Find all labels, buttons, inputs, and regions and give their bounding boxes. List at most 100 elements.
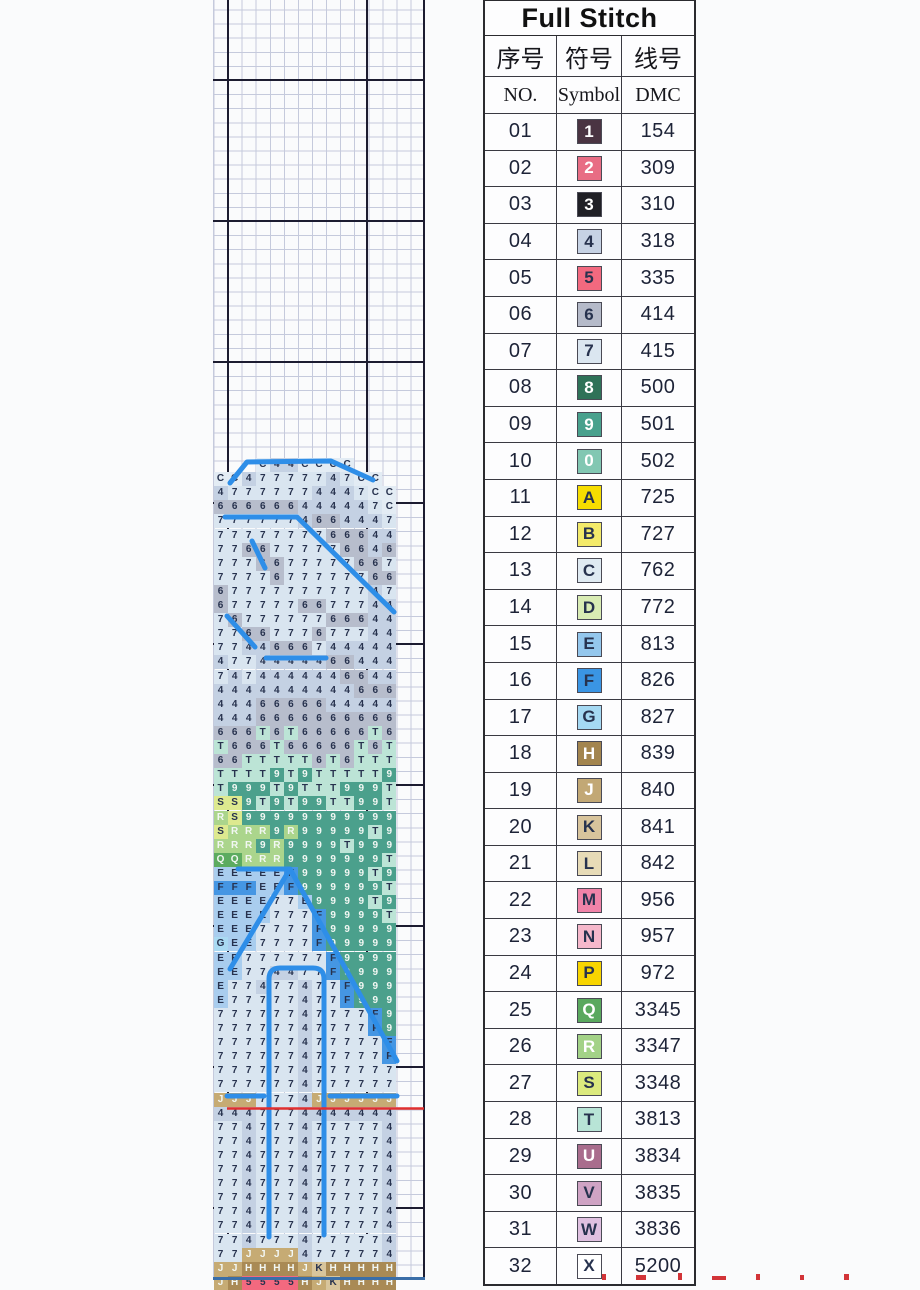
legend-row: 08 8 500 (485, 370, 694, 407)
pattern-cell: 7 (269, 993, 284, 1008)
pattern-cell: 7 (227, 528, 242, 543)
pattern-cell: 9 (340, 810, 355, 825)
legend-no: 20 (485, 809, 557, 845)
pattern-cell: E (255, 895, 270, 910)
pattern-cell: F (213, 881, 228, 896)
symbol-swatch: D (576, 595, 602, 621)
pattern-cell: 4 (368, 669, 383, 684)
symbol-swatch: B (576, 521, 602, 547)
pattern-cell: 7 (326, 1134, 341, 1149)
pattern-cell: 7 (283, 993, 298, 1008)
pattern-cell: 7 (312, 542, 327, 557)
pattern-cell: 6 (354, 669, 369, 684)
pattern-cell: C (354, 472, 369, 487)
symbol-swatch: 0 (576, 448, 602, 474)
pattern-cell: R (269, 838, 284, 853)
pattern-cell: 6 (368, 740, 383, 755)
pattern-cell: 7 (368, 1247, 383, 1262)
pattern-cell: 4 (340, 1106, 355, 1121)
pattern-cell: R (241, 824, 256, 839)
pattern-cell: 7 (326, 1191, 341, 1206)
pattern-cell: 4 (382, 1177, 397, 1192)
legend-row: 31 W 3836 (485, 1211, 694, 1249)
pattern-cell: E (227, 923, 242, 938)
pattern-cell: 9 (354, 796, 369, 811)
legend-dmc: 956 (640, 888, 676, 911)
pattern-cell: 7 (312, 1247, 327, 1262)
pattern-cell: 7 (283, 542, 298, 557)
pattern-cell: S (213, 824, 228, 839)
pattern-cell: 7 (213, 1120, 228, 1135)
pattern-cell: 7 (269, 1177, 284, 1192)
legend-dmc: 501 (640, 413, 676, 436)
pattern-cell: 7 (297, 923, 312, 938)
pattern-cell: 7 (227, 641, 242, 656)
legend-dmc: 841 (640, 815, 676, 838)
pattern-cell: 4 (354, 514, 369, 529)
pattern-cell: 9 (241, 782, 256, 797)
pattern-cell: 7 (255, 584, 270, 599)
legend-symbol-cell: 7 (557, 333, 622, 370)
major-gridline-h (213, 79, 425, 81)
pattern-cell: 9 (368, 993, 383, 1008)
pattern-cell: 6 (269, 556, 284, 571)
pattern-cell: 7 (227, 1120, 242, 1135)
pattern-cell: 4 (368, 613, 383, 628)
pattern-cell: 7 (227, 1247, 242, 1262)
legend-symbol-cell: B (557, 516, 622, 553)
pattern-cell: 4 (213, 697, 228, 712)
pattern-cell: C (297, 458, 312, 473)
pattern-cell: 9 (326, 866, 341, 881)
pattern-cell: 7 (227, 1064, 242, 1079)
pattern-cell: 4 (297, 979, 312, 994)
pattern-cell: 7 (269, 1148, 284, 1163)
pattern-cell: 6 (382, 683, 397, 698)
pattern-cell: 9 (312, 866, 327, 881)
pattern-cell: 4 (382, 655, 397, 670)
pattern-cell: 9 (340, 852, 355, 867)
pattern-cell: 7 (227, 1007, 242, 1022)
pattern-cell: E (227, 951, 242, 966)
pattern-cell: 7 (326, 1177, 341, 1192)
pattern-cell: R (255, 852, 270, 867)
pattern-cell: C (382, 500, 397, 515)
pattern-cell: T (368, 725, 383, 740)
pattern-cell: 9 (340, 951, 355, 966)
pattern-cell: 4 (354, 500, 369, 515)
symbol-swatch: N (576, 924, 602, 950)
legend-no: 05 (485, 260, 557, 296)
red-text-fragment (844, 1274, 849, 1280)
pattern-cell: 7 (269, 1106, 284, 1121)
pattern-cell: F (340, 993, 355, 1008)
legend-no: 25 (485, 992, 557, 1028)
pattern-cell: T (213, 768, 228, 783)
pattern-cell: 7 (269, 1064, 284, 1079)
pattern-cell: 6 (326, 711, 341, 726)
pattern-cell: 7 (312, 1134, 327, 1149)
legend-symbol-cell: J (557, 772, 622, 809)
pattern-cell: 7 (241, 669, 256, 684)
pattern-cell: 4 (255, 641, 270, 656)
pattern-cell: 9 (354, 909, 369, 924)
pattern-cell: 7 (213, 1007, 228, 1022)
pattern-cell: R (283, 824, 298, 839)
legend-dmc: 3345 (634, 998, 682, 1021)
pattern-cell: T (382, 909, 397, 924)
pattern-cell: 7 (255, 1134, 270, 1149)
pattern-cell: 4 (241, 697, 256, 712)
pattern-cell: 7 (312, 1205, 327, 1220)
pattern-cell: E (213, 979, 228, 994)
pattern-cell: 4 (297, 1120, 312, 1135)
pattern-cell: 7 (227, 1191, 242, 1206)
pattern-cell: 7 (283, 1134, 298, 1149)
pattern-cell: 7 (213, 556, 228, 571)
pattern-cell: 4 (382, 1163, 397, 1178)
header-dmc-cn: 线号 (634, 45, 682, 73)
legend-dmc: 154 (640, 120, 676, 143)
pattern-cell: 7 (255, 1050, 270, 1065)
pattern-cell: 9 (340, 866, 355, 881)
pattern-cell: 7 (269, 1036, 284, 1051)
legend-symbol-cell: 6 (557, 296, 622, 333)
pattern-cell: 4 (368, 641, 383, 656)
pattern-cell: J (354, 1092, 369, 1107)
